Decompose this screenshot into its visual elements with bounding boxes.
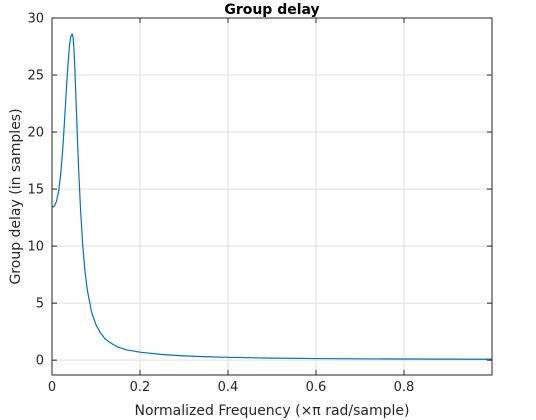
y-tick-label: 30 (27, 12, 44, 27)
axis-tick-labels: 0 0.2 0.4 0.6 0.8 0 5 10 15 20 25 30 (27, 12, 414, 396)
x-tick-label: 0.4 (218, 380, 239, 395)
y-tick-label: 25 (27, 69, 44, 84)
x-tick-label: 0.8 (394, 380, 415, 395)
y-axis-label: Group delay (in samples) (8, 108, 24, 284)
x-axis-label: Normalized Frequency (×π rad/sample) (135, 403, 410, 419)
plot-background (52, 18, 492, 375)
y-tick-label: 15 (27, 183, 44, 198)
chart-title: Group delay (224, 2, 319, 18)
group-delay-line (51, 33, 493, 360)
x-tick-label: 0 (48, 380, 56, 395)
y-tick-label: 20 (27, 126, 44, 141)
series-layer (51, 33, 493, 360)
y-tick-label: 5 (36, 297, 44, 312)
y-tick-label: 0 (36, 354, 44, 369)
plot-frame (51, 17, 493, 376)
axis-ticks (51, 17, 492, 375)
x-tick-label: 0.6 (306, 380, 327, 395)
x-tick-label: 0.2 (130, 380, 151, 395)
y-tick-label: 10 (27, 240, 44, 255)
